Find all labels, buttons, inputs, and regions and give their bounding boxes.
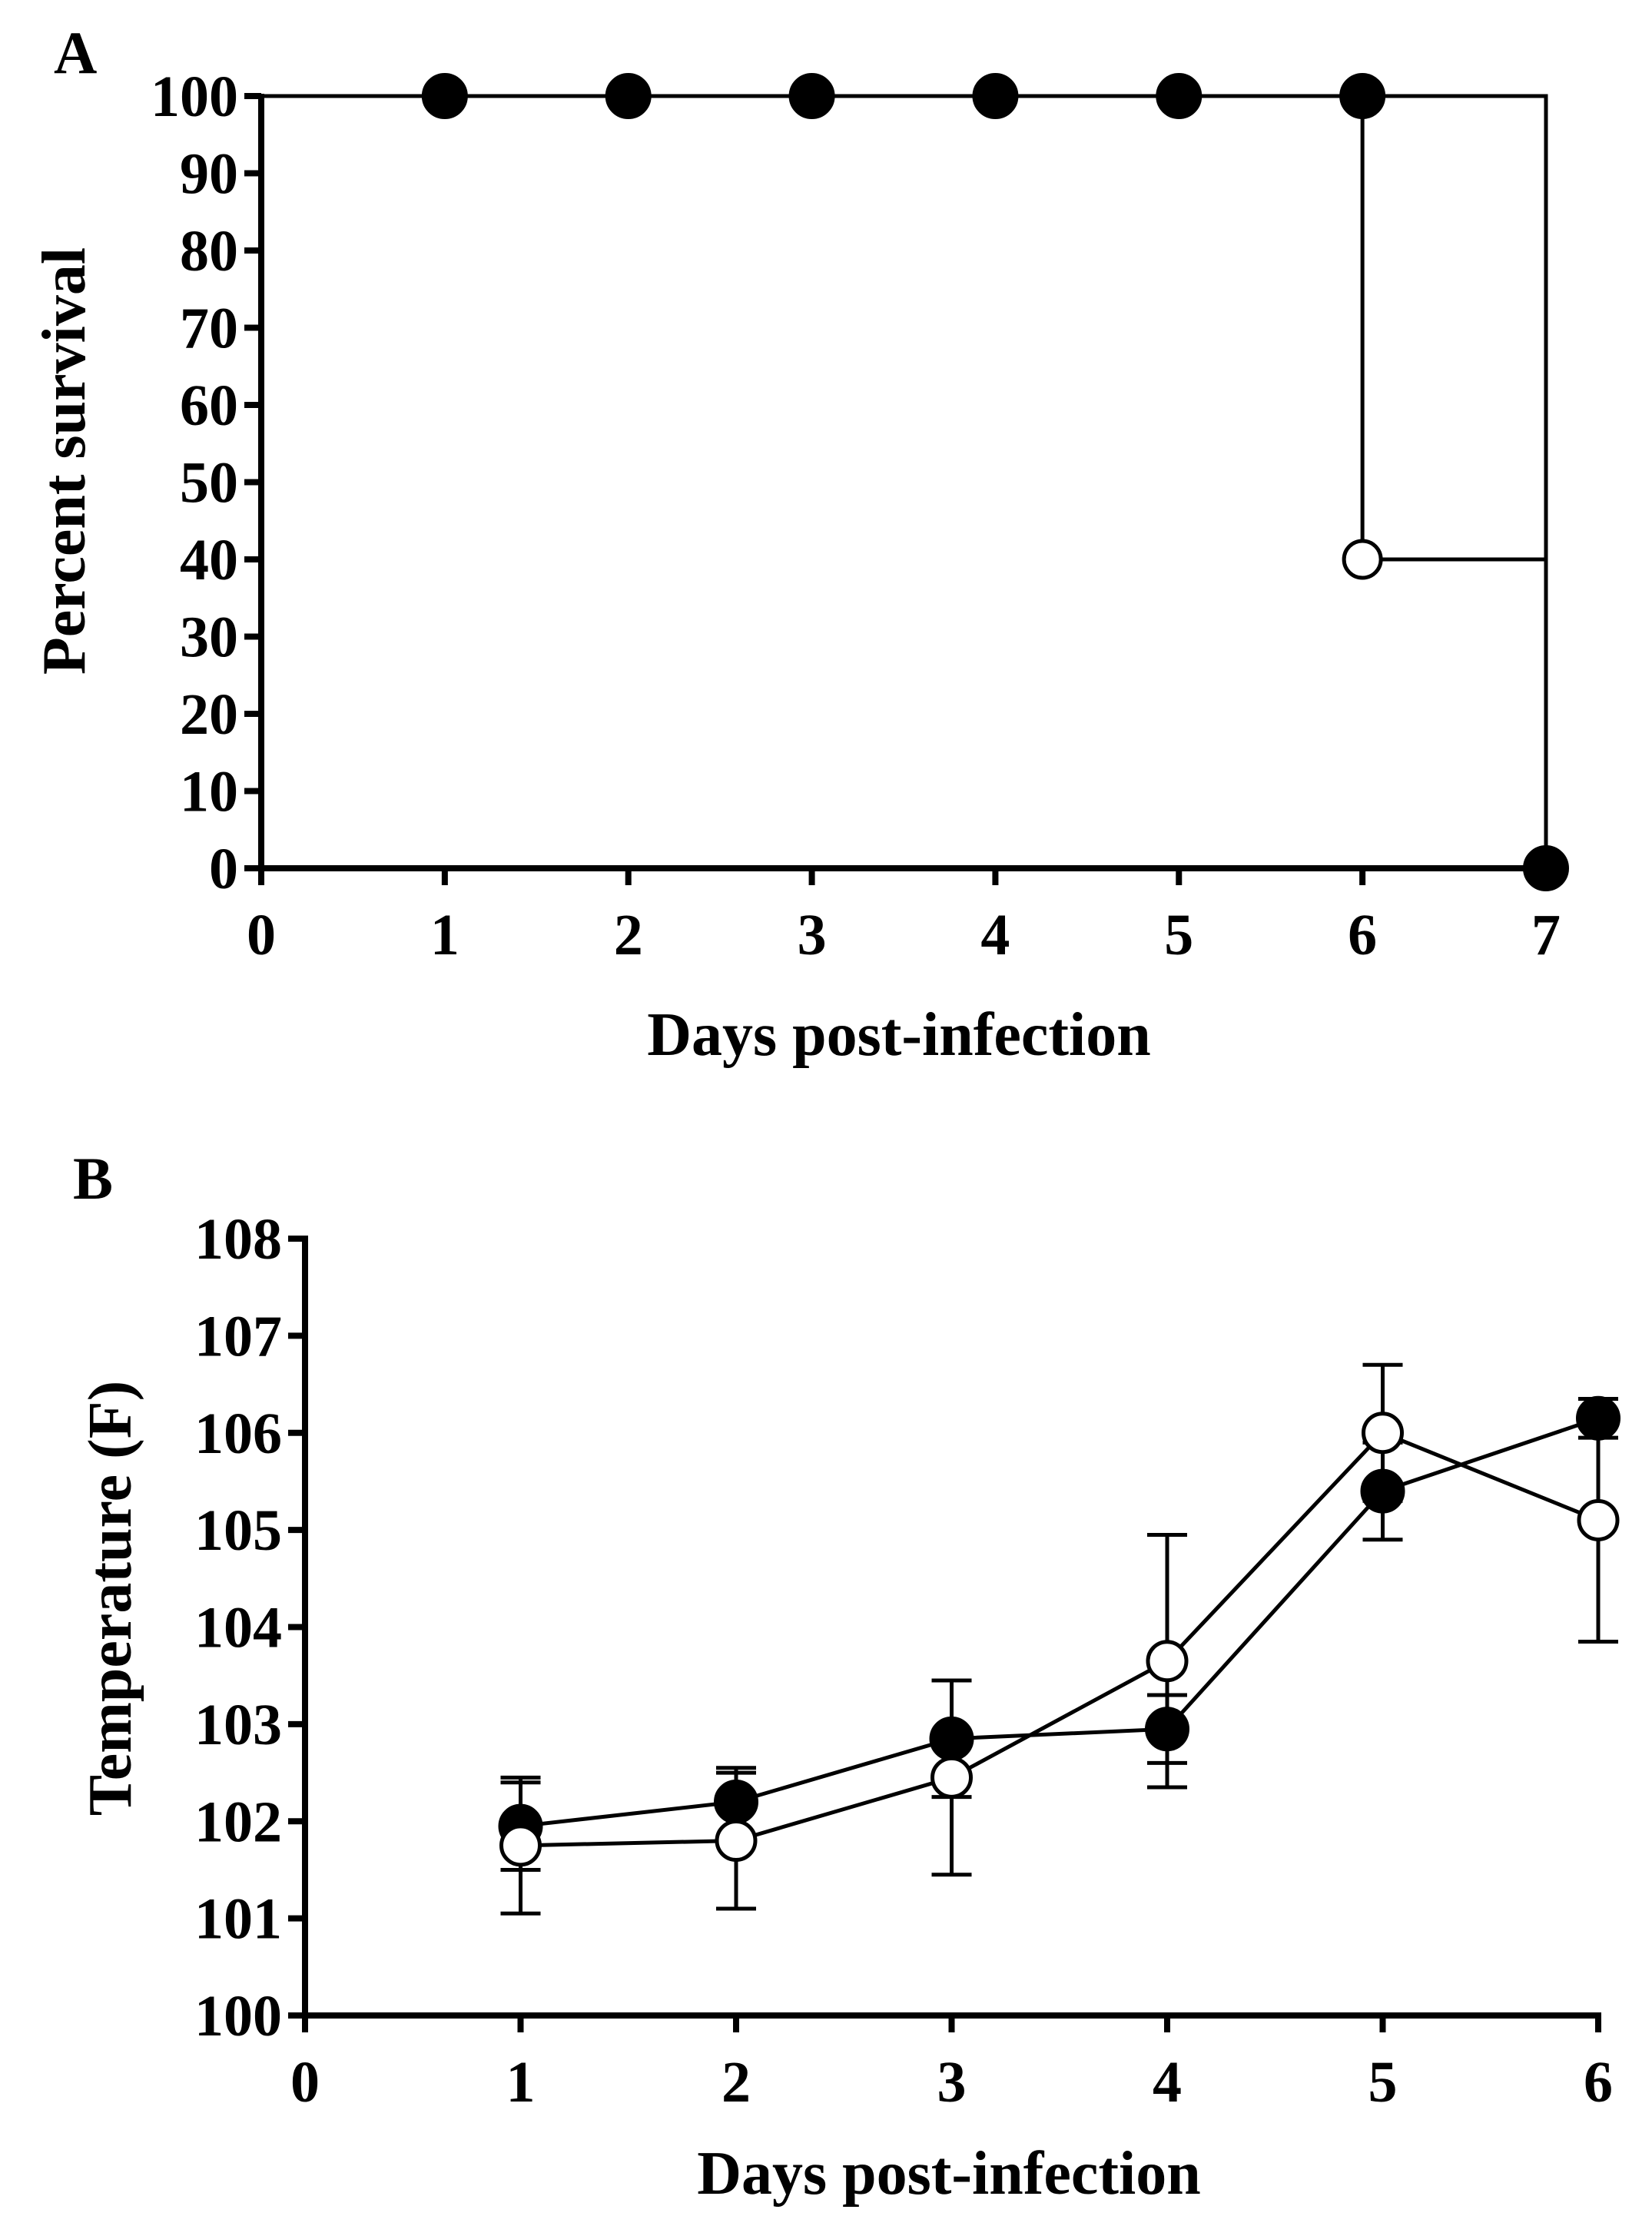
panel-b-error-bars — [500, 1362, 1618, 1916]
panel-b-x-tick-label-5: 5 — [1368, 2050, 1398, 2115]
panel-b-y-axis-title: Temperature (F) — [77, 1381, 144, 1816]
panel-b-y-tick-label-104: 104 — [194, 1596, 282, 1660]
panel-a-y-tick-label-80: 80 — [180, 219, 238, 284]
panel-a-x-tick-label-1: 1 — [430, 903, 459, 967]
panel-a-y-tick-label-70: 70 — [180, 297, 238, 361]
panel-a-markers — [421, 73, 1569, 891]
panel-b-filled-point-2 — [929, 1716, 974, 1761]
panel-a-filled-point-5 — [1339, 73, 1386, 119]
panel-a-y-axis-title: Percent survival — [31, 247, 98, 675]
panel-a-x-tick-label-4: 4 — [980, 903, 1010, 967]
panel-b-series-lines — [520, 1416, 1599, 1848]
panel-a-y-tick-label-60: 60 — [180, 373, 238, 438]
panel-b-open-point-4 — [1362, 1412, 1404, 1455]
panel-b-open-point-3 — [1146, 1640, 1189, 1683]
panel-b-filled-series-line — [520, 1416, 1599, 1829]
panel-a-filled-point-4 — [1156, 73, 1203, 119]
panel-a-x-tick-label-6: 6 — [1348, 903, 1377, 967]
panel-b-y-tick-label-102: 102 — [194, 1790, 282, 1854]
panel-b-y-tick-label-107: 107 — [194, 1304, 282, 1368]
panel-b-x-tick-label-0: 0 — [290, 2050, 320, 2115]
panel-a-y-tick-label-10: 10 — [180, 760, 238, 824]
panel-b-temperature-chart: B 100 101 102 103 104 105 106 107 108 0 1 2 3 4 5 6 Day… — [73, 1145, 1620, 2208]
panel-a-y-tick-label-100: 100 — [151, 65, 238, 129]
panel-b-x-tick-label-4: 4 — [1153, 2050, 1182, 2115]
panel-b-filled-point-4 — [1360, 1468, 1405, 1514]
panel-a-y-tick-label-20: 20 — [180, 682, 238, 747]
panel-a-x-tick-label-2: 2 — [614, 903, 643, 967]
panel-a-filled-point-1 — [605, 73, 652, 119]
panel-a-filled-point-2 — [788, 73, 835, 119]
panel-b-open-point-1 — [715, 1820, 758, 1863]
panel-b-filled-point-3 — [1145, 1707, 1189, 1752]
panel-a-y-tick-label-50: 50 — [180, 451, 238, 516]
panel-a-survival-step-series-0 — [261, 94, 1548, 868]
panel-b-y-tick-label-105: 105 — [194, 1498, 282, 1563]
panel-a-filled-point-6 — [1523, 845, 1569, 891]
panel-a-label: A — [54, 19, 97, 86]
panel-a-x-tick-label-0: 0 — [247, 903, 276, 967]
panel-b-open-point-0 — [499, 1824, 542, 1867]
panel-a-survival-chart: A 0 10 20 30 40 50 60 70 80 90 100 0 1 2 3 4 5 6 7 Days po… — [31, 19, 1569, 1069]
panel-a-x-tick-label-5: 5 — [1164, 903, 1193, 967]
panel-b-markers — [498, 1395, 1620, 1867]
panel-b-open-series-line — [520, 1430, 1599, 1848]
panel-a-filled-point-0 — [421, 73, 468, 119]
panel-a-y-tick-label-40: 40 — [180, 528, 238, 592]
panel-a-survival-step-series-1 — [261, 94, 1548, 868]
panel-a-filled-point-3 — [972, 73, 1019, 119]
panel-b-label: B — [73, 1145, 113, 1212]
panel-b-x-tick-label-2: 2 — [722, 2050, 751, 2115]
panel-b-axes: 100 101 102 103 104 105 106 107 108 0 1 2 3 4 5 6 — [194, 1207, 1613, 2115]
panel-b-x-tick-label-1: 1 — [506, 2050, 536, 2115]
panel-b-x-axis-title: Days post-infection — [697, 2140, 1201, 2208]
panel-b-y-tick-label-108: 108 — [194, 1207, 282, 1272]
panel-b-y-tick-label-101: 101 — [194, 1887, 282, 1952]
panel-a-y-tick-label-30: 30 — [180, 605, 238, 670]
panel-b-x-tick-label-6: 6 — [1584, 2050, 1613, 2115]
panel-a-survival-lines — [261, 94, 1548, 868]
panel-b-y-tick-label-100: 100 — [194, 1984, 282, 2049]
panel-b-x-tick-label-3: 3 — [937, 2050, 967, 2115]
panel-b-filled-point-1 — [714, 1779, 758, 1824]
panel-b-y-tick-label-106: 106 — [194, 1402, 282, 1466]
panel-a-y-tick-label-90: 90 — [180, 142, 238, 207]
panel-a-x-tick-label-3: 3 — [798, 903, 827, 967]
panel-b-filled-point-5 — [1576, 1395, 1620, 1441]
panel-a-y-tick-label-0: 0 — [209, 837, 238, 901]
panel-b-y-tick-label-103: 103 — [194, 1693, 282, 1757]
panel-a-open-point-0 — [1342, 539, 1383, 580]
panel-b-open-point-2 — [930, 1756, 973, 1799]
panel-b-open-point-5 — [1577, 1498, 1620, 1541]
panel-a-x-axis-title: Days post-infection — [647, 1001, 1151, 1069]
panel-a-axes: 0 10 20 30 40 50 60 70 80 90 100 0 1 2 3 4 5 6 7 — [151, 65, 1561, 967]
panel-a-x-tick-label-7: 7 — [1531, 903, 1561, 967]
